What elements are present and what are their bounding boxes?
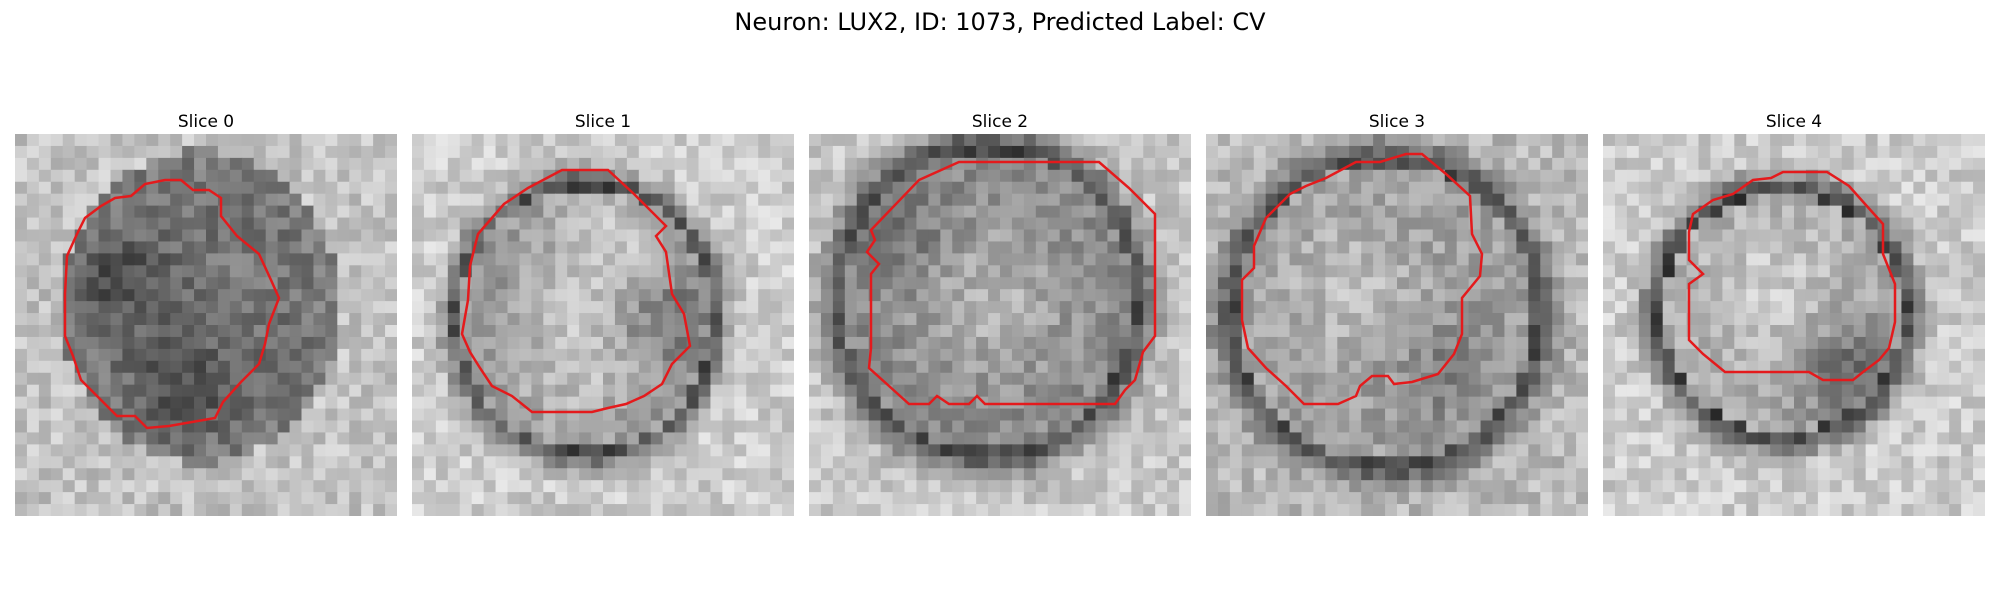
roi-contour	[1240, 152, 1484, 406]
slice-image-1	[412, 134, 794, 516]
figure-title: Neuron: LUX2, ID: 1073, Predicted Label:…	[734, 8, 1266, 36]
slice-title: Slice 4	[1765, 112, 1823, 132]
roi-contour	[1687, 170, 1897, 382]
slice-image-2	[809, 134, 1191, 516]
slice-image-4	[1603, 134, 1985, 516]
grayscale-pixels	[412, 134, 794, 516]
roi-contour	[865, 160, 1157, 406]
slice-image-3	[1206, 134, 1588, 516]
roi-contour	[460, 168, 692, 414]
slice-title: Slice 3	[1368, 112, 1426, 132]
slice-image-0	[15, 134, 397, 516]
grayscale-pixels	[1603, 134, 1985, 516]
grayscale-pixels	[1206, 134, 1588, 516]
grayscale-pixels	[809, 134, 1191, 516]
grayscale-pixels	[15, 134, 397, 516]
roi-contour	[63, 178, 281, 430]
slice-title: Slice 2	[971, 112, 1029, 132]
slice-title: Slice 1	[574, 112, 632, 132]
slice-title: Slice 0	[177, 112, 235, 132]
